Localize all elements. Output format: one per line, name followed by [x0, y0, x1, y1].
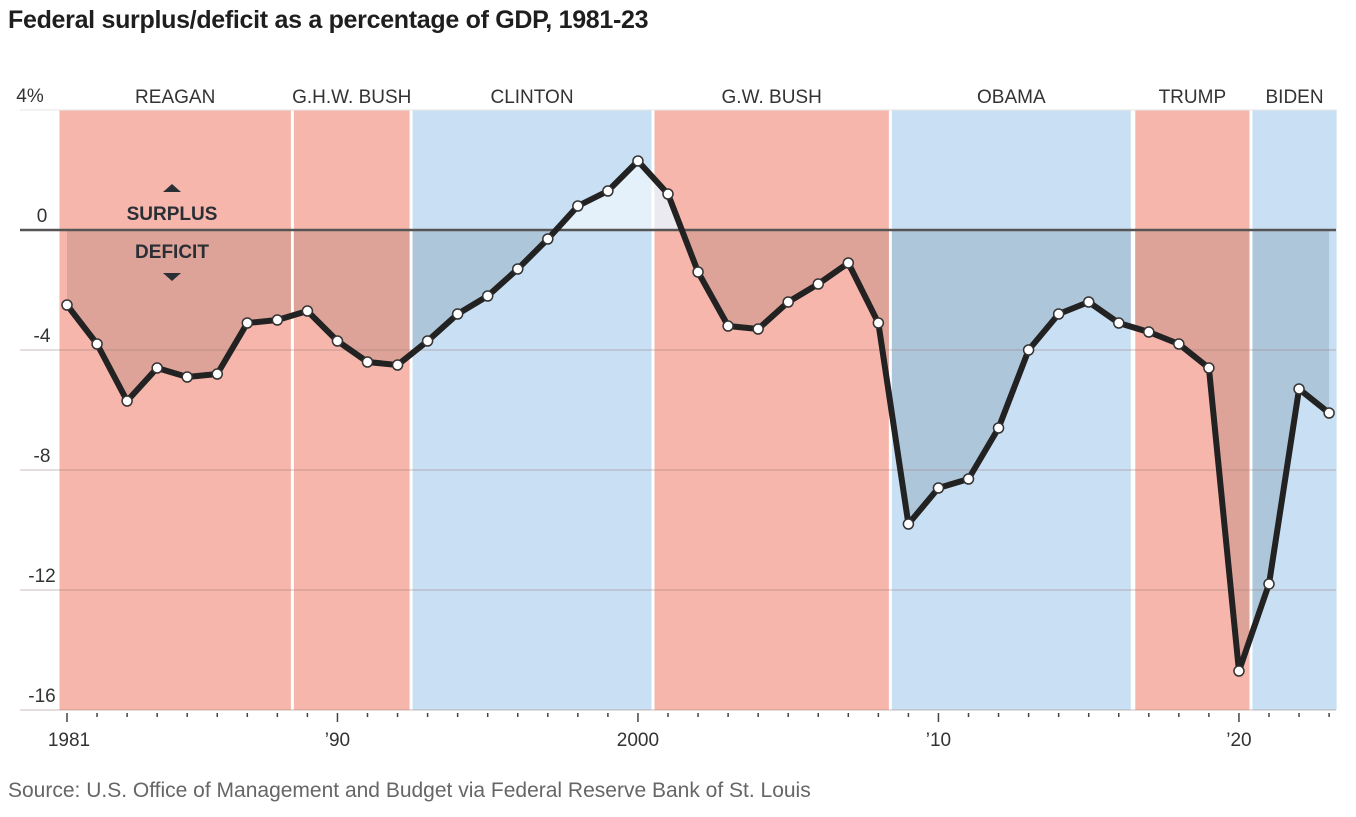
data-point-1986 — [211, 368, 223, 380]
presidency-label: CLINTON — [490, 87, 573, 108]
band-shade-group — [1135, 230, 1250, 671]
surplus-area — [412, 161, 652, 230]
data-point-2001 — [662, 188, 674, 200]
y-tick-label: -8 — [34, 446, 51, 467]
presidency-band-g-h-w-bush — [293, 110, 410, 710]
data-point-2008 — [872, 317, 885, 329]
data-point-2015 — [1082, 296, 1095, 308]
presidency-label: TRUMP — [1159, 87, 1227, 108]
data-point-2020 — [1233, 665, 1245, 677]
up-arrow-icon — [163, 184, 181, 192]
x-tick-label: 1981 — [48, 730, 90, 751]
deficit-area — [1135, 230, 1250, 671]
y-tick-label: 0 — [37, 206, 48, 227]
x-tick-label: 2000 — [617, 730, 659, 751]
x-tick-label: ’90 — [325, 730, 350, 751]
data-point-2013 — [1022, 344, 1035, 356]
y-tick-label: 4% — [16, 86, 44, 107]
data-point-2023 — [1323, 407, 1335, 419]
data-point-1997 — [542, 233, 554, 245]
data-point-1995 — [481, 290, 494, 302]
data-point-1991 — [361, 356, 374, 368]
data-point-1994 — [451, 308, 464, 320]
data-point-1989 — [301, 305, 314, 317]
y-tick-label: -4 — [34, 326, 51, 347]
down-arrow-icon — [163, 273, 181, 281]
data-point-2019 — [1203, 362, 1215, 374]
band-shade-group — [891, 230, 1131, 524]
data-point-1993 — [421, 335, 434, 347]
deficit-area — [891, 230, 1131, 524]
data-point-1988 — [271, 314, 284, 326]
data-point-2010 — [932, 482, 945, 494]
data-point-2005 — [782, 296, 794, 308]
data-point-2011 — [962, 473, 975, 485]
band-shade-group — [293, 230, 410, 365]
deficit-label: DEFICIT — [135, 242, 209, 263]
x-tick-label: ’20 — [1226, 730, 1251, 751]
y-tick-label: -16 — [28, 686, 55, 707]
presidency-labels: REAGAN G.H.W. BUSH CLINTON G.W. BUSH OBAMA TR… — [135, 87, 1324, 108]
data-point-2006 — [812, 278, 824, 290]
data-point-2018 — [1173, 338, 1185, 350]
surplus-label: SURPLUS — [127, 204, 218, 225]
data-point-2002 — [692, 266, 704, 278]
data-point-1981 — [61, 299, 73, 311]
surplus-deficit-annotation: SURPLUS DEFICIT — [127, 184, 218, 281]
presidency-label: G.H.W. BUSH — [292, 87, 411, 108]
deficit-area — [654, 230, 889, 394]
data-point-2003 — [722, 320, 734, 332]
data-point-2016 — [1113, 317, 1125, 329]
data-point-2004 — [752, 323, 764, 335]
y-tick-label: -12 — [28, 566, 55, 587]
band-shade-group — [67, 230, 291, 401]
presidency-label: G.W. BUSH — [722, 87, 822, 108]
y-axis: 4% 0 -4 -8 -12 -16 — [16, 86, 55, 707]
presidency-band-reagan — [59, 110, 291, 710]
x-axis: 1981 ’90 2000 ’10 ’20 — [48, 713, 1330, 751]
data-point-1982 — [91, 338, 103, 350]
data-point-1987 — [241, 317, 254, 329]
data-point-1999 — [602, 185, 614, 197]
data-point-2007 — [842, 257, 855, 269]
chart-title: Federal surplus/deficit as a percentage … — [8, 6, 649, 34]
data-point-2022 — [1293, 383, 1305, 395]
data-point-1983 — [121, 395, 133, 407]
data-point-1985 — [181, 371, 193, 383]
x-tick-label: ’10 — [926, 730, 951, 751]
data-point-2014 — [1052, 308, 1065, 320]
data-point-1996 — [512, 263, 524, 275]
presidency-label: BIDEN — [1266, 87, 1324, 108]
data-point-1998 — [572, 200, 584, 212]
source-note: Source: U.S. Office of Management and Bu… — [8, 779, 811, 802]
series-points — [61, 155, 1335, 677]
data-point-2021 — [1263, 578, 1275, 590]
deficit-area — [67, 230, 291, 401]
band-shade-group — [412, 161, 652, 353]
presidency-label: REAGAN — [135, 87, 215, 108]
data-point-2000 — [632, 155, 644, 167]
presidency-bands — [59, 110, 1337, 710]
data-point-2017 — [1143, 326, 1155, 338]
deficit-area — [293, 230, 410, 365]
gridlines — [20, 109, 1336, 711]
data-point-1992 — [391, 359, 404, 371]
deficit-area — [412, 230, 652, 353]
presidency-label: OBAMA — [977, 87, 1046, 108]
data-point-1984 — [151, 362, 163, 374]
data-point-2009 — [902, 518, 915, 530]
data-point-2012 — [992, 422, 1005, 434]
presidency-band-g-w-bush — [654, 110, 889, 710]
data-point-1990 — [331, 335, 344, 347]
